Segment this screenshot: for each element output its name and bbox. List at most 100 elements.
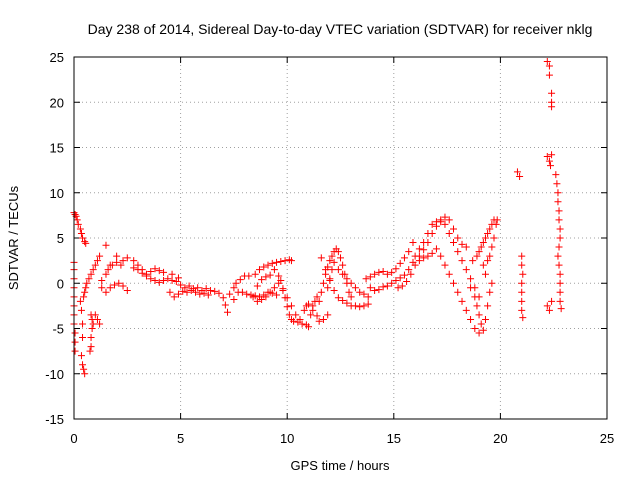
data-point	[548, 89, 556, 97]
data-point	[79, 361, 87, 369]
data-point	[313, 293, 321, 301]
x-axis-label: GPS time / hours	[291, 458, 390, 473]
data-point	[441, 220, 449, 228]
data-point	[362, 275, 370, 283]
data-point	[554, 189, 562, 197]
data-point	[113, 252, 121, 260]
data-point	[555, 261, 563, 269]
data-point	[283, 303, 291, 311]
data-point	[392, 277, 400, 285]
data-point	[147, 275, 155, 283]
data-point	[292, 311, 300, 319]
data-point	[322, 266, 330, 274]
data-point	[170, 293, 178, 301]
data-point	[467, 315, 475, 323]
data-point	[467, 284, 475, 292]
data-point	[375, 286, 383, 294]
data-point	[266, 271, 274, 279]
data-point	[518, 279, 526, 287]
data-point	[305, 300, 313, 308]
data-point	[300, 306, 308, 314]
data-point	[388, 279, 396, 287]
data-point	[543, 302, 551, 310]
data-point	[471, 325, 479, 332]
y-axis-label: SDTVAR / TECUs	[6, 185, 21, 290]
data-point	[71, 329, 79, 337]
data-point	[492, 220, 500, 228]
data-point	[309, 306, 317, 314]
data-point	[224, 308, 232, 316]
data-point	[96, 320, 104, 328]
data-point	[479, 326, 487, 334]
data-point	[458, 297, 466, 305]
chart-title: Day 238 of 2014, Sidereal Day-to-day VTE…	[88, 21, 593, 37]
data-point	[388, 268, 396, 276]
y-tick-label: 25	[50, 50, 64, 65]
data-point	[415, 245, 423, 253]
data-point	[379, 267, 387, 275]
data-point	[552, 171, 560, 179]
data-point	[518, 306, 526, 314]
data-point	[236, 276, 244, 284]
data-point	[147, 267, 155, 275]
data-point	[168, 270, 176, 278]
data-point	[290, 317, 298, 325]
data-point	[281, 257, 289, 265]
data-point	[383, 270, 391, 278]
data-point	[81, 288, 89, 296]
data-point	[211, 287, 219, 295]
data-point	[481, 270, 489, 278]
data-point	[221, 301, 229, 309]
data-point	[547, 162, 555, 170]
data-point	[251, 270, 259, 278]
data-point	[81, 370, 89, 378]
data-point	[555, 243, 563, 251]
data-point	[379, 283, 387, 291]
data-point	[473, 252, 481, 260]
data-point	[548, 297, 556, 305]
data-point	[326, 257, 334, 265]
data-point	[115, 279, 123, 287]
data-point	[313, 312, 321, 320]
data-point	[415, 257, 423, 265]
grid	[74, 57, 607, 419]
data-point	[556, 288, 564, 296]
data-point	[174, 290, 182, 298]
data-point	[155, 278, 163, 286]
data-point	[258, 276, 266, 284]
data-point	[268, 259, 276, 267]
data-point	[123, 286, 131, 294]
data-point	[543, 153, 551, 161]
data-point	[230, 296, 238, 304]
data-point	[138, 269, 146, 277]
data-point	[473, 302, 481, 310]
data-point	[319, 279, 327, 287]
data-point	[454, 248, 462, 256]
y-tick-label: -15	[45, 412, 64, 427]
data-point	[134, 266, 142, 274]
data-point	[102, 288, 110, 296]
data-point	[411, 261, 419, 269]
plot-frame	[73, 56, 608, 420]
data-point	[104, 266, 112, 274]
data-point	[326, 277, 334, 285]
data-point	[403, 277, 411, 285]
data-point	[518, 288, 526, 296]
data-point	[556, 270, 564, 278]
data-point	[479, 239, 487, 247]
y-tick-label: -5	[52, 322, 64, 337]
data-point	[553, 180, 561, 188]
data-point	[160, 277, 168, 285]
data-point	[86, 347, 94, 355]
data-point	[548, 103, 556, 111]
data-point	[356, 288, 364, 296]
data-point	[554, 198, 562, 206]
data-point	[458, 240, 466, 248]
data-point	[467, 275, 475, 283]
data-point	[328, 252, 336, 260]
data-point	[275, 272, 283, 280]
data-point	[343, 299, 351, 307]
data-point	[445, 270, 453, 278]
data-point	[283, 294, 291, 302]
